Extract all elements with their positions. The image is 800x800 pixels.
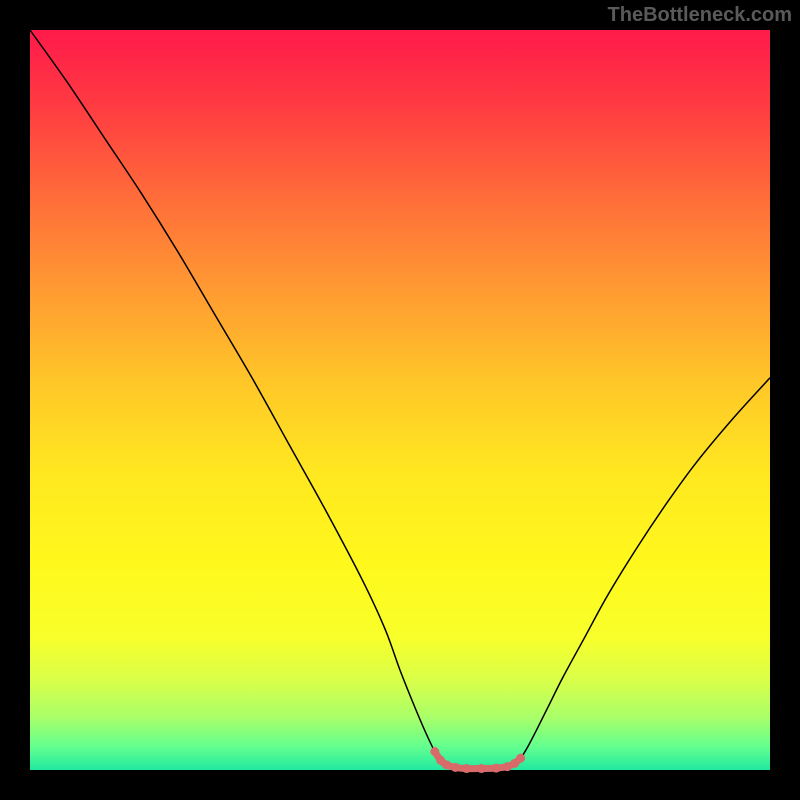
- highlight-dot: [462, 764, 471, 773]
- chart-svg: [0, 0, 800, 800]
- highlight-dot: [477, 764, 486, 773]
- plot-background: [30, 30, 770, 770]
- highlight-dot: [492, 764, 501, 773]
- watermark-text: TheBottleneck.com: [608, 4, 792, 27]
- highlight-dot: [430, 747, 439, 756]
- highlight-dot: [442, 760, 451, 769]
- highlight-dot: [451, 763, 460, 772]
- bottleneck-chart: TheBottleneck.com: [0, 0, 800, 800]
- highlight-dot: [516, 754, 525, 763]
